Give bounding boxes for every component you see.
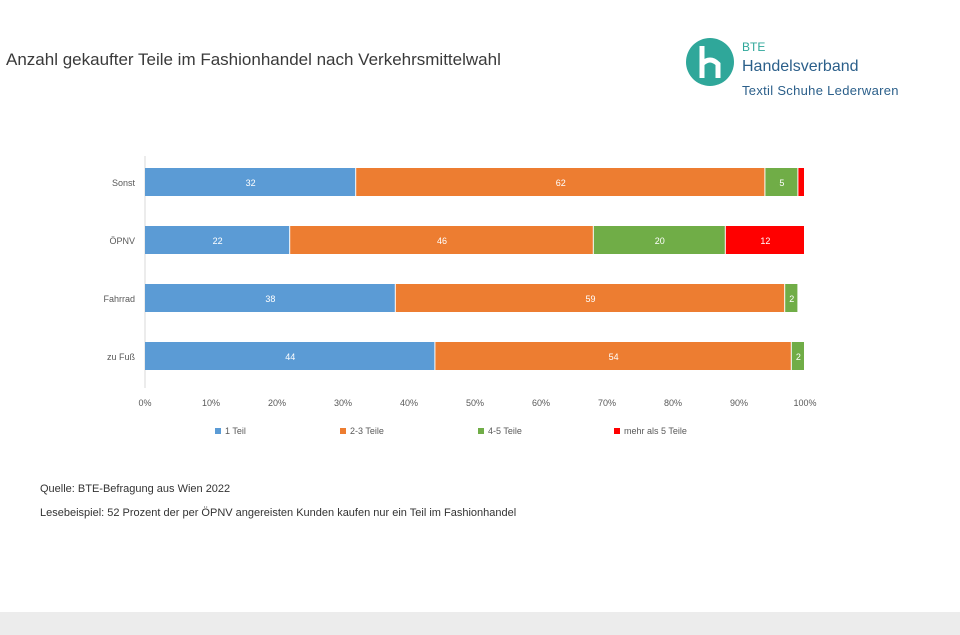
data-label: 5 [779, 178, 784, 188]
data-label: 62 [556, 178, 566, 188]
legend-swatch [340, 428, 346, 434]
x-tick-label: 0% [138, 398, 151, 408]
stacked-bar-chart: Sonst 32 62 5 ÖPNV 22 46 20 12 Fahrrad 38 59 2 zu Fuß… [103, 156, 817, 436]
logo-text-line3: Textil Schuhe Lederwaren [742, 83, 899, 98]
x-tick-label: 80% [664, 398, 682, 408]
example-note: Lesebeispiel: 52 Prozent der per ÖPNV an… [40, 507, 517, 519]
bar-segment [290, 226, 593, 254]
category-label: Sonst [112, 178, 136, 188]
bar-segment [785, 284, 798, 312]
logo-h-icon [699, 46, 721, 78]
footer-bar [0, 612, 960, 635]
data-label: 44 [285, 352, 295, 362]
x-tick-label: 30% [334, 398, 352, 408]
x-tick-label: 20% [268, 398, 286, 408]
legend-swatch [614, 428, 620, 434]
bar-segment [145, 284, 395, 312]
data-label: 46 [437, 236, 447, 246]
source-note: Quelle: BTE-Befragung aus Wien 2022 [40, 483, 231, 495]
bar-segment [356, 168, 765, 196]
bar-segment [435, 342, 791, 370]
data-label: 32 [246, 178, 256, 188]
data-label: 54 [609, 352, 619, 362]
data-label: 59 [585, 294, 595, 304]
bar-segment [593, 226, 725, 254]
data-label: 38 [265, 294, 275, 304]
category-label: Fahrrad [103, 294, 135, 304]
bar-segment [791, 342, 804, 370]
bar-segment [798, 168, 804, 196]
bar-segment [765, 168, 798, 196]
legend-label: mehr als 5 Teile [624, 426, 687, 436]
bar-segment [145, 168, 356, 196]
category-label: zu Fuß [107, 352, 136, 362]
bar-segment [725, 226, 804, 254]
legend-label: 2-3 Teile [350, 426, 384, 436]
bte-logo [686, 38, 734, 86]
data-label: 20 [655, 236, 665, 246]
data-label: 2 [789, 294, 794, 304]
logo-text-line2: Handelsverband [742, 58, 859, 75]
x-tick-label: 90% [730, 398, 748, 408]
x-tick-label: 60% [532, 398, 550, 408]
data-label: 12 [760, 236, 770, 246]
slide-title: Anzahl gekaufter Teile im Fashionhandel … [6, 50, 501, 69]
bar-segment [145, 226, 290, 254]
legend-swatch [215, 428, 221, 434]
x-tick-label: 100% [793, 398, 816, 408]
bar-segment [395, 284, 785, 312]
logo-text-line1: BTE [742, 40, 766, 54]
category-label: ÖPNV [109, 236, 135, 246]
legend-swatch [478, 428, 484, 434]
legend-label: 1 Teil [225, 426, 246, 436]
bar-segment [145, 342, 435, 370]
data-label: 22 [213, 236, 223, 246]
x-tick-label: 70% [598, 398, 616, 408]
data-label: 2 [796, 352, 801, 362]
legend-label: 4-5 Teile [488, 426, 522, 436]
x-tick-label: 40% [400, 398, 418, 408]
x-tick-label: 10% [202, 398, 220, 408]
x-tick-label: 50% [466, 398, 484, 408]
